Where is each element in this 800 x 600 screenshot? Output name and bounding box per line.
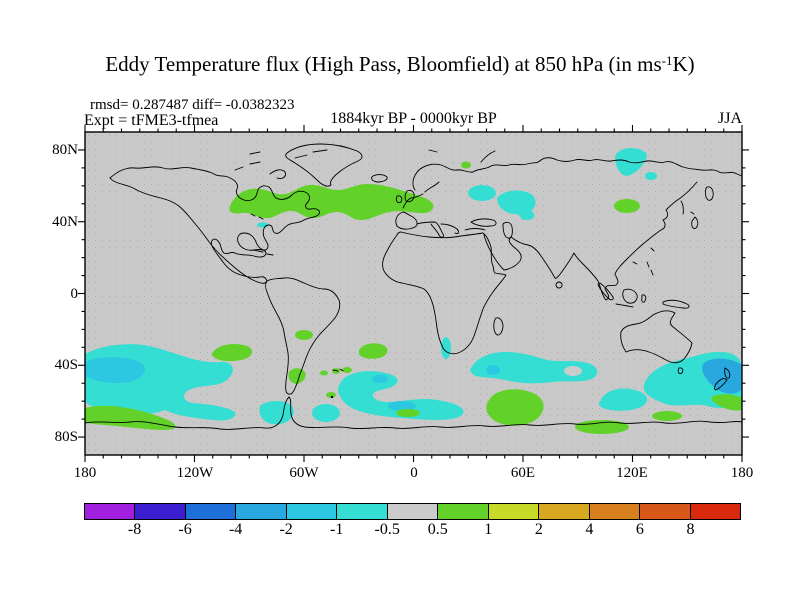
title-text: Eddy Temperature flux (High Pass, Bloomf…	[105, 52, 662, 76]
colorbar-level: -2	[279, 521, 293, 538]
yaxis-label-80s: 80S	[54, 429, 78, 445]
chart-title: Eddy Temperature flux (High Pass, Bloomf…	[40, 52, 760, 77]
colorbar	[84, 503, 741, 520]
novaya-zemlya-svalbard	[428, 149, 496, 163]
title-superscript: -1	[661, 53, 673, 68]
title-units-suffix: K)	[672, 52, 695, 76]
colorbar-segment	[640, 504, 691, 519]
british-isles	[395, 189, 415, 204]
colorbar-level: -8	[127, 521, 142, 538]
colorbar-level: 4	[585, 521, 594, 538]
colorbar-level: 6	[635, 521, 644, 538]
caribbean-greatlakes	[250, 213, 274, 256]
yaxis-label-40n: 40N	[52, 214, 78, 230]
madagascar-coast	[493, 317, 504, 336]
rmsd-diff-stats: rmsd= 0.287487 diff= -0.0382323	[90, 97, 295, 113]
colorbar-level: -1	[330, 521, 344, 538]
colorbar-level: 0.5	[427, 521, 448, 538]
colorbar-level: -6	[178, 521, 192, 538]
xaxis-label-120e: 120E	[616, 465, 648, 481]
colorbar-segment	[387, 504, 439, 519]
experiment-label: Expt = tFME3-tfmea	[84, 112, 219, 129]
new-zealand-coast	[714, 367, 731, 391]
colorbar-level: 8	[686, 521, 695, 538]
colorbar-labels: -8 -6 -4 -2 -1 -0.5 0.5 1 2 4 6 8	[84, 521, 741, 541]
xaxis-label-60e: 60E	[510, 465, 536, 481]
yaxis-label-80n: 80N	[52, 142, 78, 158]
iceland-coast	[371, 174, 388, 183]
yaxis-label-0: 0	[70, 286, 79, 302]
colorbar-level: 1	[484, 521, 493, 538]
xaxis-label-120w: 120W	[176, 465, 214, 481]
positive-anomaly-patches	[85, 161, 742, 434]
greenland-coast	[285, 143, 363, 187]
negative-core-patches	[85, 356, 742, 411]
iberia-coast	[395, 211, 418, 230]
falkland-islands	[332, 368, 344, 372]
yaxis-label-40s: 40S	[54, 357, 78, 373]
asia-east-south-coast	[483, 181, 698, 301]
colorbar-level: 2	[534, 521, 543, 538]
xaxis-label-60w: 60W	[289, 465, 319, 481]
colorbar-segment	[85, 504, 136, 519]
indonesia-newguinea	[597, 282, 690, 309]
japan-islands	[690, 211, 699, 229]
colorbar-segment	[286, 504, 338, 519]
australia-coast	[620, 310, 693, 375]
south-america-coast	[265, 277, 341, 395]
coastlines	[84, 143, 743, 430]
caspian-sea	[502, 221, 513, 239]
xaxis-label-180w: 180	[73, 465, 97, 481]
colorbar-segment	[135, 504, 186, 519]
season-label: JJA	[717, 110, 742, 127]
colorbar-segment	[539, 504, 590, 519]
colorbar-level: -0.5	[374, 521, 400, 538]
colorbar-segment	[337, 504, 388, 519]
mediterranean-north-coast	[416, 221, 486, 238]
colorbar-segment	[488, 504, 540, 519]
antarctica-coast	[84, 396, 743, 430]
colorbar-segment	[236, 504, 287, 519]
world-anomaly-map	[78, 125, 749, 462]
negative-anomaly-patches	[85, 148, 742, 425]
period-label: 1884kyr BP - 0000kyr BP	[330, 110, 497, 127]
colorbar-segment	[589, 504, 641, 519]
europe-north-coast	[402, 163, 474, 209]
small-island-speck	[330, 395, 334, 399]
colorbar-segment	[185, 504, 237, 519]
arctic-islands	[234, 149, 328, 179]
colorbar-segment	[438, 504, 489, 519]
kamchatka-sakhalin	[680, 186, 714, 215]
xaxis-label-0: 0	[410, 465, 418, 481]
colorbar-segment	[690, 504, 741, 519]
africa-coast	[382, 231, 507, 355]
axis-ticks	[78, 125, 749, 462]
north-america-coast	[109, 166, 320, 284]
asia-arctic-coast	[472, 157, 743, 177]
xaxis-label-180e: 180	[730, 465, 754, 481]
philippines-taiwan-srilanka	[555, 247, 655, 289]
black-sea	[470, 218, 497, 227]
colorbar-level: -4	[228, 521, 243, 538]
